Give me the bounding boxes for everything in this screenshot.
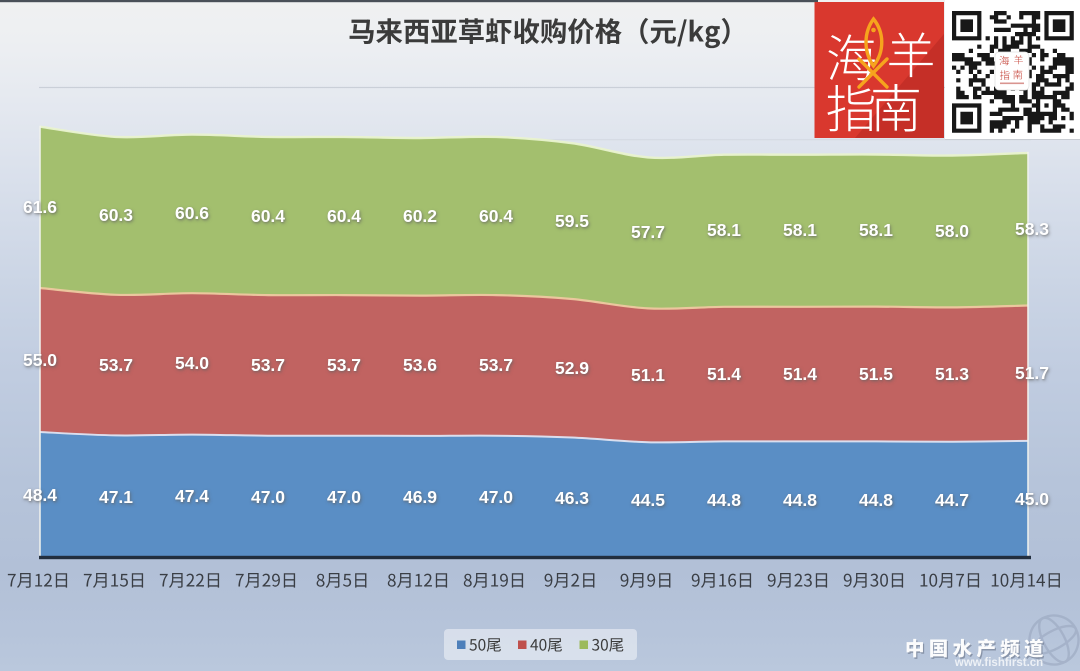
svg-text:www.fishfirst.cn: www.fishfirst.cn xyxy=(954,657,1043,669)
